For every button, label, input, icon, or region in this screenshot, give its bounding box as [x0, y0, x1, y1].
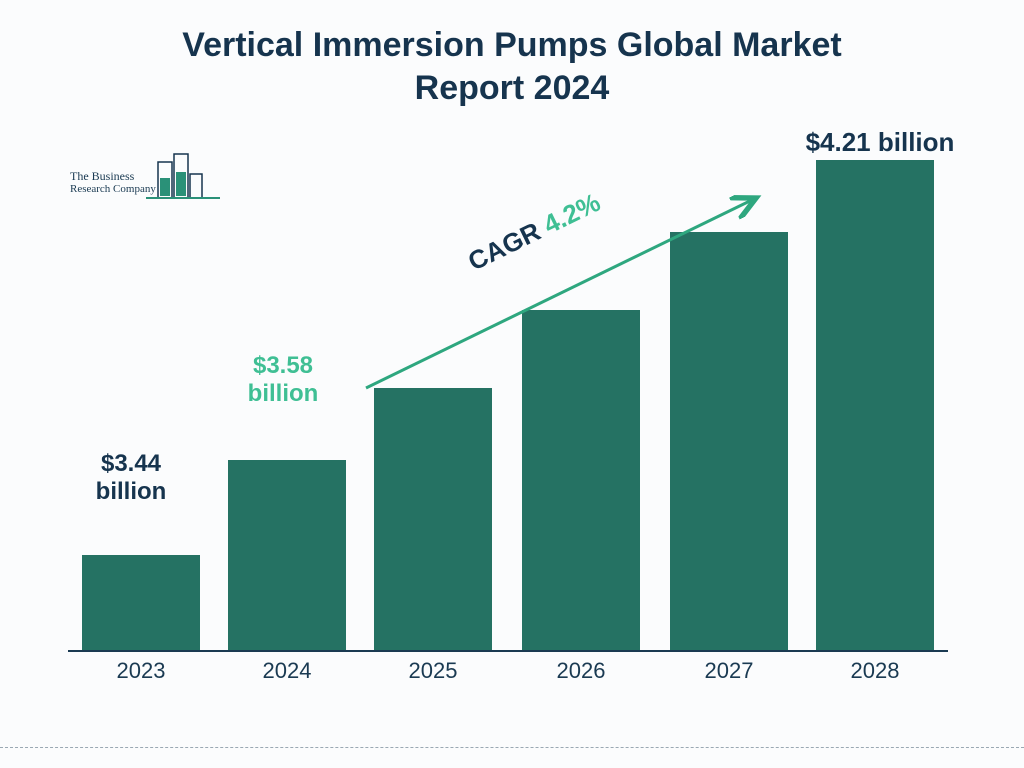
bar	[82, 555, 200, 650]
title-line1: Vertical Immersion Pumps Global Market	[0, 24, 1024, 67]
bar	[816, 160, 934, 650]
footer-divider	[0, 747, 1024, 748]
x-category-label: 2028	[816, 658, 934, 684]
x-category-label: 2027	[670, 658, 788, 684]
chart-container: Vertical Immersion Pumps Global Market R…	[0, 0, 1024, 768]
bar	[670, 232, 788, 650]
bar	[522, 310, 640, 650]
x-axis	[68, 650, 948, 652]
x-category-label: 2024	[228, 658, 346, 684]
value-label: $4.21 billion	[790, 128, 970, 158]
title-line2: Report 2024	[0, 67, 1024, 110]
x-category-label: 2023	[82, 658, 200, 684]
value-label: $3.44billion	[76, 450, 186, 505]
value-label: $3.58billion	[228, 352, 338, 407]
chart-title: Vertical Immersion Pumps Global Market R…	[0, 24, 1024, 109]
bar	[228, 460, 346, 650]
bar	[374, 388, 492, 650]
x-category-label: 2025	[374, 658, 492, 684]
x-category-label: 2026	[522, 658, 640, 684]
